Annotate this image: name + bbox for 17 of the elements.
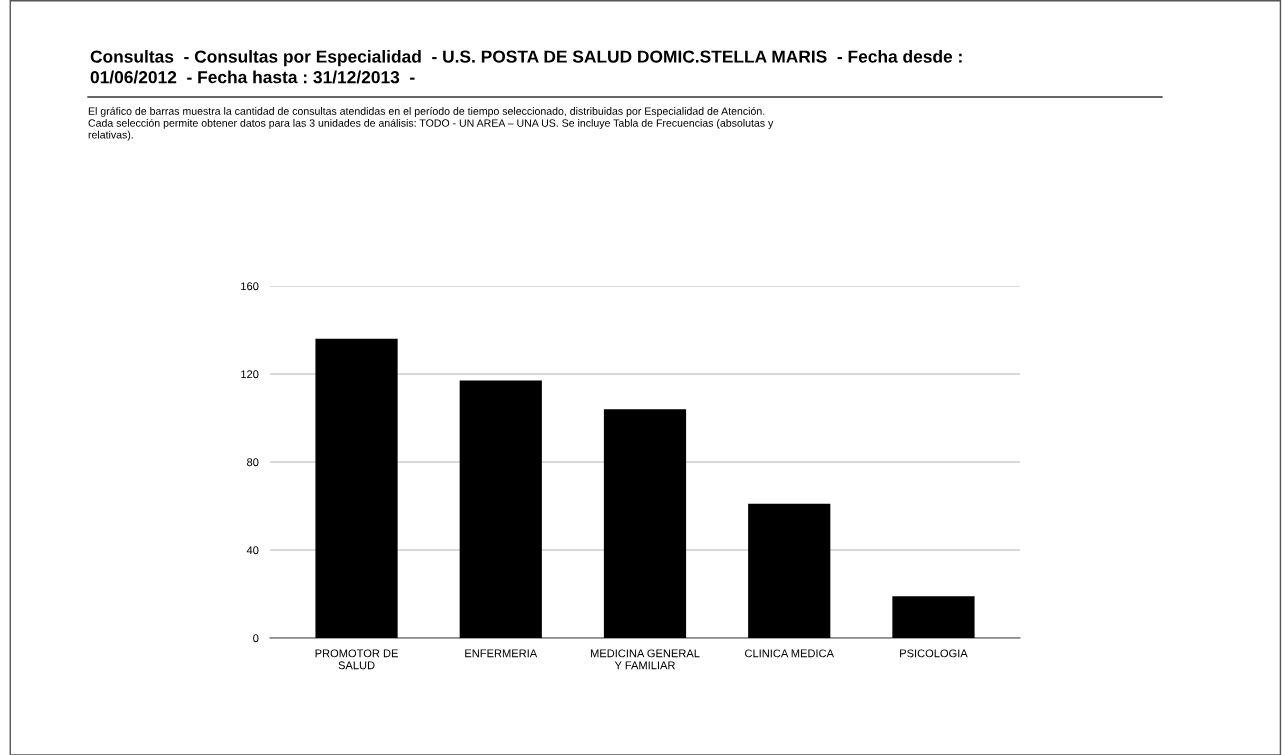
x-tick-label: PROMOTOR DE SALUD bbox=[315, 649, 398, 670]
bar bbox=[892, 596, 975, 638]
chart-title: Consultas - Consultas por Especialidad - U.S. POSTA DE SALUD DOMIC.STELLA MARIS - Fecha desde : 01/06/2012 - Fecha hasta : 31/12/2013 - bbox=[90, 50, 962, 84]
x-tick-label: PSICOLOGIA bbox=[900, 649, 968, 658]
y-tick-label: 120 bbox=[241, 370, 259, 379]
x-tick-label: MEDICINA GENERAL Y FAMILIAR bbox=[590, 649, 700, 670]
bar bbox=[748, 503, 831, 638]
chart-subtitle: El gráfico de barras muestra la cantidad de consultas atendidas en el período de tiempo seleccionado, distribuidas por Especialidad de Atención. Cada selección permite obtener datos para las 3 unidades de análisis: TODO - UN AREA – UNA US. Se incluye Tabla de Frecuencias (absolutas y relativas). bbox=[88, 107, 774, 141]
y-tick-label: 80 bbox=[247, 458, 259, 467]
bar bbox=[315, 338, 398, 638]
y-tick-label: 160 bbox=[241, 282, 259, 291]
bar bbox=[459, 380, 542, 638]
x-tick-label: CLINICA MEDICA bbox=[745, 649, 834, 658]
x-tick-label: ENFERMERIA bbox=[465, 649, 538, 658]
y-tick-label: 0 bbox=[253, 634, 259, 643]
bar bbox=[603, 409, 687, 638]
y-tick-label: 40 bbox=[246, 546, 259, 555]
